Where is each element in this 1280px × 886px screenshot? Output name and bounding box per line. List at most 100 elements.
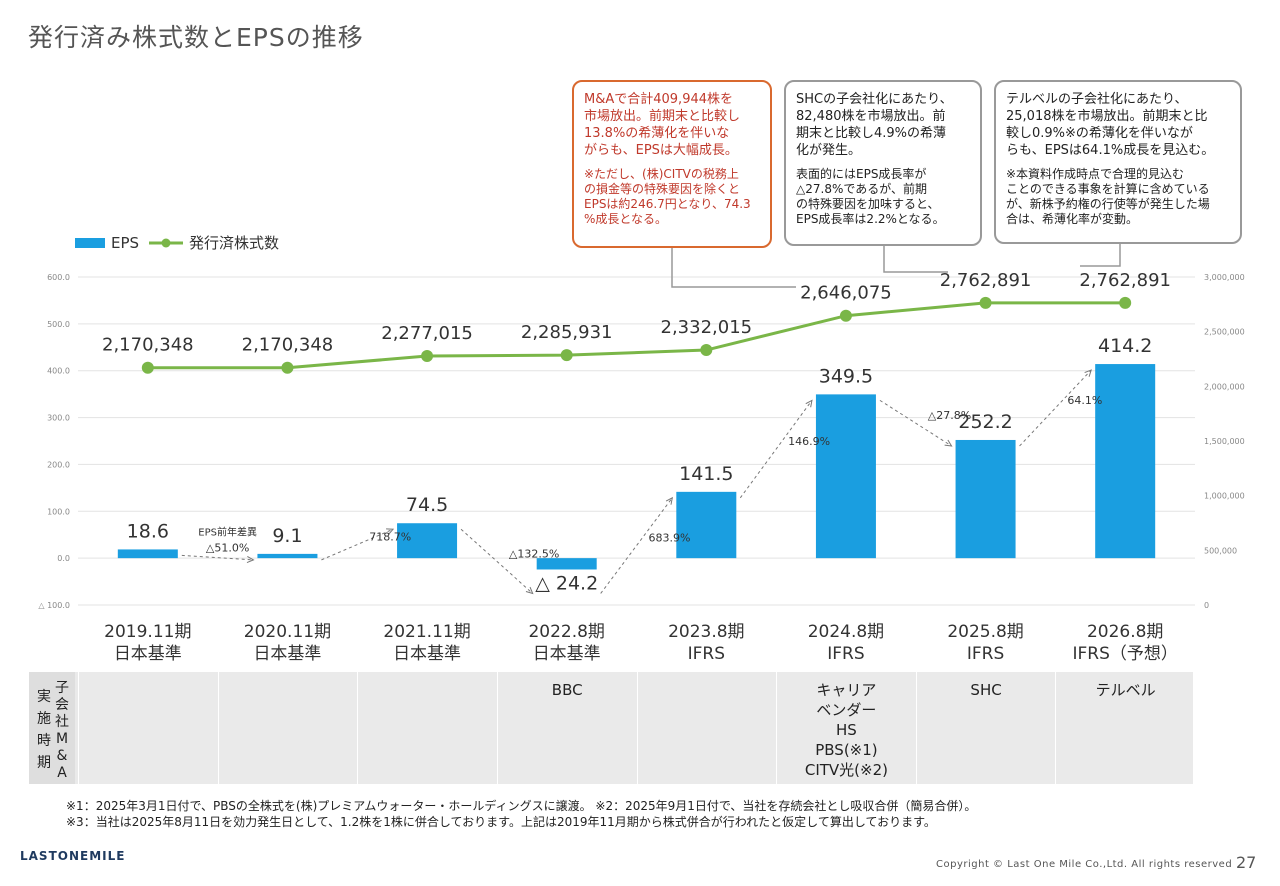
- shares-point: [281, 361, 294, 374]
- category-label: IFRS: [688, 644, 725, 664]
- shares-point: [700, 344, 713, 357]
- legend-item-shares: 発行済株式数: [149, 232, 279, 253]
- ma-table-cell: [636, 672, 777, 784]
- callout-shc-2025: SHCの子会社化にあたり、 82,480株を市場放出。前 期末と比較し4.9%の…: [784, 80, 982, 246]
- category-label: IFRS: [967, 644, 1004, 664]
- eps-bar: [815, 394, 876, 559]
- footnotes: ※1：2025年3月1日付で、PBSの全株式を(株)プレミアムウォーター・ホール…: [66, 798, 976, 830]
- category-label: 2024.8期: [808, 622, 884, 642]
- company-logo: LASTONEMILE: [20, 849, 126, 863]
- page-title: 発行済み株式数とEPSの推移: [28, 23, 364, 52]
- ma-header-char: 子: [55, 680, 69, 696]
- ma-table-cell: [78, 672, 218, 784]
- ma-header-char: 社: [55, 714, 69, 730]
- callout-note: ※本資料作成時点で合理的見込む ことのできる事象を計算に含めている が、新株予約…: [1006, 167, 1210, 226]
- shares-point: [560, 349, 573, 362]
- ma-header-char: A: [57, 765, 67, 781]
- category-label: 2023.8期: [668, 622, 744, 642]
- ma-table-cell: テルベル: [1055, 672, 1195, 784]
- callout-note: ※ただし、(株)CITVの税務上 の損金等の特殊要因を除くと EPSは約246.…: [584, 167, 751, 226]
- category-label: 2026.8期: [1087, 622, 1163, 642]
- growth-arrow-head: [246, 556, 255, 563]
- eps-bar: [955, 439, 1016, 559]
- category-label: IFRS（予想）: [1072, 644, 1177, 664]
- eps-value-label: 18.6: [127, 520, 169, 542]
- callout-main: SHCの子会社化にあたり、 82,480株を市場放出。前 期末と比較し4.9%の…: [796, 92, 953, 158]
- ma-table-cell: SHC: [915, 672, 1056, 784]
- growth-label: 64.1%: [1067, 394, 1102, 407]
- eps-value-label: 252.2: [958, 411, 1012, 433]
- shares-value-label: 2,332,015: [661, 317, 753, 338]
- growth-label: △51.0%: [206, 542, 249, 555]
- ma-header-char: M: [55, 731, 69, 747]
- eps-bar: [117, 549, 178, 559]
- growth-label: △27.8%: [928, 409, 971, 422]
- shares-value-label: 2,646,075: [800, 283, 892, 304]
- growth-label: 718.7%: [369, 531, 411, 544]
- left-axis-tick-label: 0.0: [57, 554, 70, 563]
- eps-bar: [536, 558, 597, 570]
- shares-value-label: 2,170,348: [242, 335, 334, 356]
- growth-label: △132.5%: [509, 547, 559, 560]
- right-axis-tick-label: 1,000,000: [1204, 492, 1245, 501]
- growth-arrow-line: [739, 400, 813, 499]
- shares-value-label: 2,762,891: [940, 270, 1032, 291]
- eps-bar: [397, 523, 458, 559]
- shares-value-label: 2,277,015: [381, 323, 473, 344]
- left-axis-tick-label: 300.0: [47, 414, 70, 423]
- eps-bar: [676, 491, 737, 559]
- ma-header-column: 実施時期: [35, 686, 53, 774]
- category-label: 日本基準: [393, 644, 461, 664]
- ma-header-char: 期: [37, 755, 51, 771]
- category-label: 2019.11期: [104, 622, 191, 642]
- legend-label-eps: EPS: [111, 233, 140, 252]
- shares-point: [979, 296, 992, 309]
- eps-value-label: 9.1: [272, 525, 302, 547]
- eps-value-label: 349.5: [819, 365, 873, 387]
- ma-header-char: 会: [55, 697, 69, 713]
- right-axis-tick-label: 0: [1204, 601, 1209, 610]
- growth-label: 146.9%: [788, 435, 830, 448]
- right-axis-tick-label: 2,000,000: [1204, 382, 1245, 391]
- right-axis-tick-label: 500,000: [1204, 546, 1237, 555]
- page-number: 27: [1236, 853, 1257, 872]
- ma-table-header: 子会社 M & A 実施時期: [29, 672, 75, 784]
- category-label: 2021.11期: [383, 622, 470, 642]
- growth-arrow-line: [1019, 369, 1092, 447]
- eps-bar: [257, 553, 318, 559]
- callout-note: 表面的にはEPS成長率が △27.8%であるが、前期 の特殊要因を加味すると、 …: [796, 167, 945, 226]
- ma-table-cell: [357, 672, 497, 784]
- category-label: 2020.11期: [244, 622, 331, 642]
- legend-label-shares: 発行済株式数: [189, 234, 280, 252]
- eps-value-label: 74.5: [406, 494, 448, 516]
- left-axis-tick-label: 100.0: [47, 507, 70, 516]
- growth-arrow-head: [805, 399, 813, 408]
- callout-main: テルベルの子会社化にあたり、 25,018株を市場放出。前期末と比 較し0.9%…: [1006, 92, 1215, 158]
- right-axis-tick-label: 2,500,000: [1204, 328, 1245, 337]
- callout-connector: [883, 246, 948, 273]
- ma-header-char: 実: [37, 689, 51, 705]
- growth-arrow-line: [321, 528, 394, 561]
- growth-label: 683.9%: [649, 532, 691, 545]
- right-axis-tick-label: 3,000,000: [1204, 273, 1245, 282]
- category-label: 日本基準: [533, 644, 601, 664]
- footnote-1: ※1：2025年3月1日付で、PBSの全株式を(株)プレミアムウォーター・ホール…: [66, 799, 977, 813]
- growth-arrow-head: [665, 496, 674, 505]
- shares-line: [147, 301, 1126, 370]
- category-label: IFRS: [827, 644, 864, 664]
- growth-arrow-head: [386, 528, 395, 535]
- left-axis-tick-label: 500.0: [47, 320, 70, 329]
- eps-value-label: 414.2: [1098, 335, 1152, 357]
- ma-table: 子会社 M & A 実施時期 BBC キャリア ベンダー HS PBS(※1) CITV光…: [29, 672, 1193, 784]
- growth-arrow-line: [600, 497, 673, 594]
- callout-connector: [1080, 244, 1121, 267]
- chart-legend: EPS 発行済株式数: [75, 232, 279, 253]
- category-label: 2025.8期: [947, 622, 1023, 642]
- callout-ma-2024: M&Aで合計409,944株を 市場放出。前期末と比較し 13.8%の希薄化を伴…: [572, 80, 772, 248]
- ma-header-column: 子会社 M & A: [53, 680, 71, 782]
- callout-connector: [671, 248, 796, 288]
- shares-point: [839, 309, 852, 322]
- left-axis-tick-label: 600.0: [47, 273, 70, 282]
- legend-item-eps: EPS: [75, 234, 139, 252]
